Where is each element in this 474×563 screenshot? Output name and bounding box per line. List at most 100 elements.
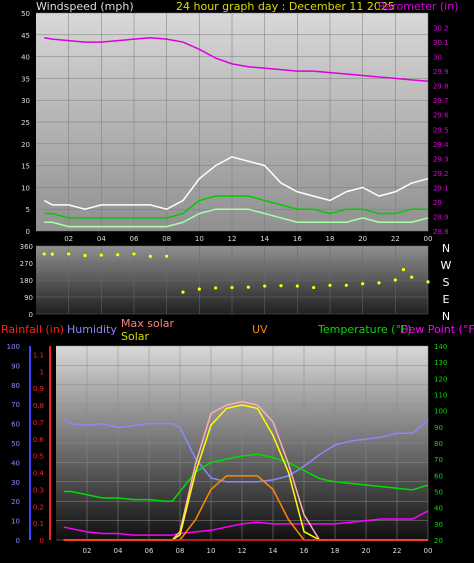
- wind-line: [44, 195, 428, 219]
- direction-point: [165, 254, 169, 258]
- direction-point: [279, 284, 283, 288]
- temperature-tick-label: 70: [434, 456, 443, 464]
- temperature-tick-label: 110: [434, 392, 447, 400]
- barometer-tick-label: 30.2: [433, 25, 449, 33]
- direction-point: [181, 290, 185, 294]
- x-tick-label: 14: [269, 547, 278, 555]
- barometer-tick-label: 29.7: [433, 97, 449, 105]
- temperature-tick-label: 40: [434, 505, 443, 513]
- wind-tick-label: 40: [21, 54, 30, 62]
- barometer-tick-label: 30: [433, 54, 442, 62]
- wind-line: [43, 156, 429, 211]
- direction-point: [393, 278, 397, 282]
- panel1-x-ticks: 02 04 06 08 10 12 14 16 18 20 22 00: [64, 235, 432, 243]
- direction-point: [230, 285, 234, 290]
- compass-label: N: [442, 242, 450, 255]
- rain-tick-label: 0.1: [33, 520, 44, 528]
- direction-tick-label: 360: [20, 243, 33, 251]
- x-tick-label: 16: [300, 547, 309, 555]
- direction-point: [312, 285, 316, 290]
- panel1-grid: [36, 12, 429, 232]
- direction-point: [116, 253, 120, 257]
- rainfall-label: Rainfall (in): [1, 323, 64, 336]
- temperature-tick-label: 20: [434, 537, 443, 545]
- direction-point: [214, 286, 218, 290]
- x-tick-label: 04: [97, 235, 106, 243]
- compass-label: S: [443, 276, 450, 289]
- direction-point: [132, 252, 136, 256]
- barometer-tick-label: 29.9: [433, 68, 449, 76]
- series-line: [63, 419, 429, 483]
- direction-tick-label: 180: [20, 277, 33, 285]
- rain-tick-label: 1: [40, 368, 44, 376]
- direction-point: [377, 281, 381, 285]
- series-line: [63, 510, 429, 536]
- wind-tick-label: 10: [21, 184, 30, 192]
- barometer-tick-label: 30.1: [433, 39, 449, 47]
- rain-tick-label: 0.4: [33, 470, 45, 478]
- wind-axis-label: Windspeed (mph): [36, 0, 134, 13]
- x-tick-label: 14: [260, 235, 269, 243]
- humidity-tick-label: 70: [11, 401, 20, 409]
- barometer-tick-label: 29.6: [433, 112, 449, 120]
- direction-tick-label: 270: [20, 260, 33, 268]
- wind-tick-label: 5: [26, 206, 30, 214]
- temperature-tick-label: 130: [434, 359, 447, 367]
- direction-point: [67, 252, 71, 256]
- x-tick-label: 20: [358, 235, 367, 243]
- x-tick-label: 16: [293, 235, 302, 243]
- x-tick-label: 04: [114, 547, 123, 555]
- rain-tick-label: 0.3: [33, 486, 44, 494]
- rain-tick-label: 0.5: [33, 453, 44, 461]
- temperature-tick-label: 50: [434, 489, 443, 497]
- rain-tick-label: 0.6: [33, 436, 45, 444]
- direction-point: [361, 282, 365, 286]
- max-solar-label: Max solar: [121, 317, 174, 330]
- x-tick-label: 12: [228, 235, 237, 243]
- panel3-ticks: 0 10 20 30 40 50 60 70 80 90 100 0 0.1 0.2 0.3 0.4 0.5 0.…: [7, 343, 448, 545]
- panel2-grid: [36, 245, 429, 315]
- rain-tick-label: 0.2: [33, 503, 44, 511]
- barometer-tick-label: 29.3: [433, 155, 449, 163]
- x-tick-label: 22: [391, 235, 400, 243]
- compass-label: W: [441, 259, 452, 272]
- rain-tick-label: 0: [40, 537, 44, 545]
- barometer-tick-label: 29.1: [433, 184, 449, 192]
- rain-tick-label: 0.8: [33, 402, 44, 410]
- direction-point: [50, 252, 54, 256]
- direction-point: [197, 287, 201, 291]
- direction-point: [83, 253, 87, 258]
- direction-point: [263, 284, 267, 288]
- direction-point: [328, 283, 332, 287]
- solar-label: Solar: [121, 330, 150, 343]
- barometer-line: [44, 36, 429, 83]
- humidity-tick-label: 50: [11, 440, 20, 448]
- x-tick-label: 06: [145, 547, 154, 555]
- temperature-tick-label: 100: [434, 408, 447, 416]
- rain-tick-label: 0.9: [33, 385, 44, 393]
- chart-title: 24 hour graph day : December 11 2025: [176, 0, 395, 13]
- humidity-tick-label: 20: [11, 498, 20, 506]
- x-tick-label: 10: [195, 235, 204, 243]
- x-tick-label: 00: [424, 547, 433, 555]
- barometer-tick-label: 28.8: [433, 228, 449, 236]
- temperature-tick-label: 120: [434, 375, 447, 383]
- x-tick-label: 00: [424, 235, 433, 243]
- humidity-tick-label: 0: [16, 537, 20, 545]
- panel2-series: [42, 252, 430, 294]
- temperature-label: Temperature (°F): [317, 323, 412, 336]
- direction-point: [42, 252, 46, 256]
- temperature-tick-label: 140: [434, 343, 447, 351]
- x-tick-label: 22: [393, 547, 402, 555]
- wind-tick-label: 30: [21, 97, 30, 105]
- wind-tick-label: 45: [21, 32, 30, 40]
- x-tick-label: 18: [326, 235, 335, 243]
- direction-point: [148, 254, 152, 258]
- x-tick-label: 02: [83, 547, 92, 555]
- direction-point: [344, 283, 348, 287]
- humidity-label: Humidity: [67, 323, 117, 336]
- humidity-tick-label: 100: [7, 343, 20, 351]
- x-tick-label: 08: [176, 547, 185, 555]
- barometer-tick-label: 29.4: [433, 141, 449, 149]
